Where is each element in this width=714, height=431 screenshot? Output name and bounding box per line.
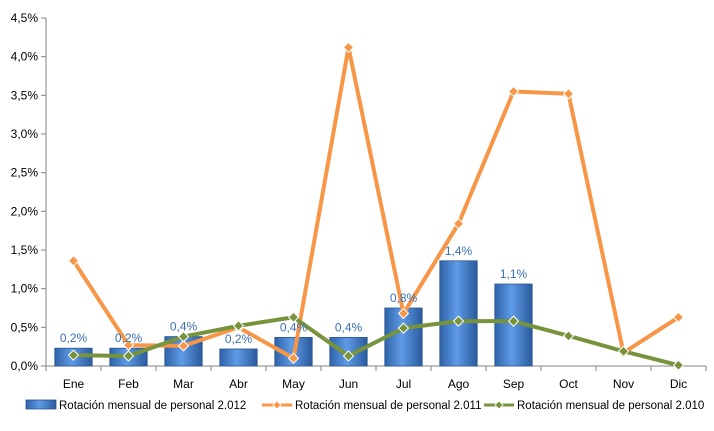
y-tick-label: 0,5% bbox=[11, 320, 39, 334]
y-tick-label: 1,0% bbox=[11, 282, 39, 296]
x-tick-label: Dic bbox=[670, 377, 687, 391]
series-marker bbox=[617, 345, 630, 358]
series-marker bbox=[397, 322, 410, 334]
series-marker bbox=[452, 315, 465, 327]
legend-label: Rotación mensual de personal 2.010 bbox=[517, 400, 704, 412]
series-marker bbox=[287, 311, 300, 323]
bar bbox=[219, 348, 258, 367]
legend-marker bbox=[494, 400, 504, 410]
y-tick-label: 2,0% bbox=[11, 204, 39, 218]
bar-data-label: 0,4% bbox=[170, 320, 198, 334]
series-marker bbox=[507, 85, 520, 98]
bar-data-label: 0,4% bbox=[280, 320, 308, 334]
bar-data-label: 1,1% bbox=[500, 267, 528, 281]
legend-label: Rotación mensual de personal 2.011 bbox=[295, 400, 481, 412]
series-marker bbox=[397, 307, 410, 320]
x-tick-label: May bbox=[282, 377, 305, 391]
series-marker bbox=[562, 88, 575, 100]
legend: Rotación mensual de personal 2.012 Rotaci… bbox=[25, 399, 704, 412]
y-tick-label: 4,0% bbox=[11, 50, 39, 64]
series-marker bbox=[177, 330, 190, 343]
x-tick-label: Ago bbox=[448, 377, 470, 391]
bar bbox=[439, 260, 478, 367]
series-marker bbox=[67, 255, 80, 267]
legend-marker bbox=[272, 400, 282, 410]
bar-data-label: 0,2% bbox=[60, 331, 88, 345]
bar-data-label: 0,2% bbox=[225, 332, 253, 346]
x-tick-label: Oct bbox=[559, 377, 578, 391]
bar-data-label: 1,4% bbox=[445, 244, 473, 258]
bar-data-label: 0,4% bbox=[335, 320, 363, 334]
legend-label: Rotación mensual de personal 2.012 bbox=[59, 400, 246, 412]
series-marker bbox=[672, 359, 685, 371]
y-tick-label: 1,5% bbox=[11, 243, 39, 257]
series-line bbox=[71, 45, 681, 361]
y-tick-label: 3,0% bbox=[11, 127, 39, 141]
y-tick-label: 0,0% bbox=[11, 359, 39, 373]
series-marker bbox=[672, 311, 685, 323]
x-tick-label: Mar bbox=[173, 377, 194, 391]
y-tick-label: 3,5% bbox=[11, 88, 39, 102]
series-marker bbox=[232, 320, 245, 332]
y-tick-label: 2,5% bbox=[11, 166, 39, 180]
line-series bbox=[67, 41, 685, 371]
axes: 0,0% 0,5% 1,0% 1,5% 2,0% 2,5% 3,0% 3,5% 4,0% 4,5%… bbox=[11, 11, 707, 391]
x-tick-label: Sep bbox=[503, 377, 525, 391]
bar-data-label: 0,2% bbox=[115, 331, 143, 345]
series-marker bbox=[342, 41, 355, 54]
x-tick-label: Feb bbox=[118, 377, 139, 391]
y-tick-label: 4,5% bbox=[11, 11, 39, 25]
series-marker bbox=[67, 349, 80, 361]
series-line bbox=[71, 315, 681, 368]
x-tick-label: Nov bbox=[613, 377, 634, 391]
bar-data-label: 0,8% bbox=[390, 291, 418, 305]
x-tick-label: Jul bbox=[396, 377, 411, 391]
x-tick-label: Jun bbox=[339, 377, 358, 391]
series-marker bbox=[507, 315, 520, 327]
series-marker bbox=[342, 350, 355, 362]
x-tick-label: Ene bbox=[63, 377, 85, 391]
series-marker bbox=[287, 352, 300, 364]
series-marker bbox=[122, 339, 135, 351]
x-tick-label: Abr bbox=[229, 377, 248, 391]
series-marker bbox=[122, 350, 135, 362]
data-labels: 0,2% 0,2% 0,4% 0,2% 0,4% 0,4% 0,8% 1,4% 1,1% bbox=[60, 244, 528, 346]
legend-swatch bbox=[25, 399, 57, 410]
series-marker bbox=[452, 217, 465, 230]
series-marker bbox=[177, 340, 190, 352]
series-marker bbox=[562, 330, 575, 342]
